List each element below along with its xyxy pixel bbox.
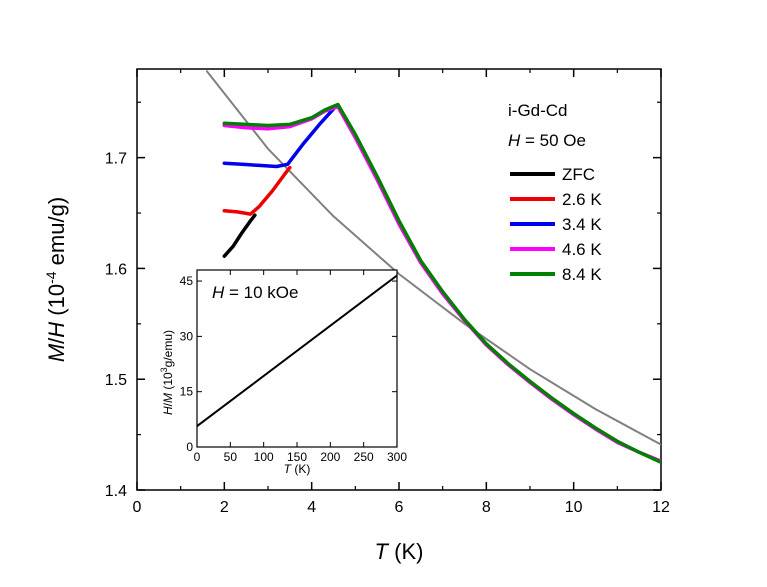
series-line bbox=[222, 165, 292, 216]
annotation-sample: i-Gd-Cd bbox=[508, 101, 568, 120]
legend-label: ZFC bbox=[562, 165, 595, 184]
x-tick-label: 8 bbox=[482, 499, 491, 516]
inset-x-tick-label: 100 bbox=[254, 450, 274, 464]
x-tick-label: 0 bbox=[133, 499, 142, 516]
x-tick-label: 2 bbox=[220, 499, 229, 516]
annotation-field: H = 50 Oe bbox=[508, 131, 586, 150]
inset-y-axis-label-pre: (10 bbox=[161, 372, 175, 393]
inset-x-tick-label: 50 bbox=[224, 450, 238, 464]
inset-y-axis-label: H/M (103g/emu) bbox=[159, 330, 175, 415]
inset-series-line bbox=[196, 274, 398, 428]
annotation-field-var: H bbox=[508, 131, 521, 150]
inset-x-axis-label-unit: (K) bbox=[291, 462, 310, 476]
y-tick-label: 1.4 bbox=[105, 483, 127, 500]
legend-label: 2.6 K bbox=[562, 190, 602, 209]
x-axis-label-var: T bbox=[375, 539, 390, 564]
inset-y-tick-label: 45 bbox=[180, 274, 194, 288]
y-axis-label-post: emu/g) bbox=[44, 197, 69, 272]
fit-line bbox=[205, 70, 661, 446]
main-plot: 0 2 4 6 8 10 121.41.51.61.7T (K)M/H (10-4 emu/… bbox=[43, 68, 670, 564]
y-axis-label-sep: / bbox=[44, 337, 69, 344]
y-tick-label: 1.5 bbox=[105, 372, 127, 389]
y-axis-label-var2: H bbox=[44, 322, 69, 338]
inset-y-axis-label-post: g/emu) bbox=[161, 330, 175, 367]
y-axis-label-pre: (10 bbox=[44, 284, 69, 322]
x-tick-label: 4 bbox=[307, 499, 316, 516]
y-tick-label: 1.7 bbox=[105, 151, 127, 168]
inset-x-tick-label: 200 bbox=[320, 450, 340, 464]
series-line bbox=[222, 102, 661, 465]
legend: i-Gd-Cd H = 50 Oe ZFC 2.6 K 3.4 K 4.6 K 8.4 K bbox=[508, 101, 602, 284]
inset-y-tick-label: 15 bbox=[180, 385, 194, 399]
inset-x-axis-label-var: T bbox=[284, 462, 293, 476]
x-axis-label: T (K) bbox=[375, 539, 424, 564]
x-tick-label: 12 bbox=[652, 499, 670, 516]
inset-x-axis-label: T (K) bbox=[284, 462, 311, 476]
inset-y-tick-label: 0 bbox=[186, 440, 193, 454]
legend-label: 3.4 K bbox=[562, 215, 602, 234]
inset-y-tick-label: 30 bbox=[180, 329, 194, 343]
y-axis-label: M/H (10-4 emu/g) bbox=[43, 197, 69, 362]
legend-label: 4.6 K bbox=[562, 240, 602, 259]
inset-annotation-var: H bbox=[212, 283, 225, 302]
legend-label: 8.4 K bbox=[562, 265, 602, 284]
y-tick-label: 1.6 bbox=[105, 261, 127, 278]
y-axis-label-exp: -4 bbox=[43, 271, 59, 284]
x-tick-label: 10 bbox=[565, 499, 583, 516]
series-line bbox=[222, 213, 257, 258]
inset-y-axis-label-var1: H bbox=[161, 406, 175, 415]
inset-annotation: H = 10 kOe bbox=[212, 283, 298, 302]
series-line bbox=[222, 107, 336, 169]
inset-x-tick-label: 150 bbox=[287, 450, 307, 464]
y-axis-label-var1: M bbox=[44, 343, 69, 362]
x-tick-label: 6 bbox=[395, 499, 404, 516]
x-axis-label-unit: (K) bbox=[388, 539, 423, 564]
inset-y-axis-label-sep: / bbox=[161, 402, 175, 406]
inset-x-tick-label: 250 bbox=[354, 450, 374, 464]
annotation-field-rest: = 50 Oe bbox=[520, 131, 586, 150]
inset-y-axis-label-exp: 3 bbox=[159, 367, 169, 372]
inset-annotation-rest: = 10 kOe bbox=[224, 283, 298, 302]
inset-x-tick-label: 0 bbox=[194, 450, 201, 464]
inset-x-tick-label: 300 bbox=[387, 450, 407, 464]
inset-y-axis-label-var2: M bbox=[161, 393, 175, 403]
